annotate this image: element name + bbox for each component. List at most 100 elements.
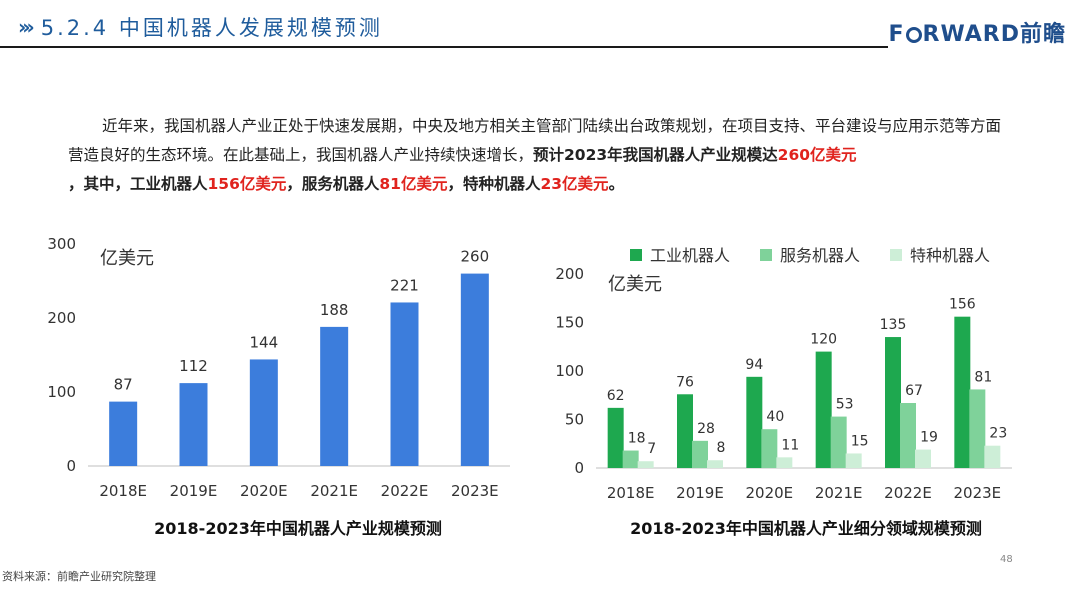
- bar: [915, 449, 931, 468]
- data-label: 144: [250, 333, 279, 351]
- intro-special-label: ，特种机器人: [447, 175, 541, 193]
- intro-industrial-value: 156亿美元: [207, 175, 287, 193]
- bar: [776, 457, 793, 468]
- data-label: 28: [697, 421, 715, 437]
- data-label: 67: [905, 383, 923, 399]
- intro-forecast-label: 预计2023年我国机器人产业规模达: [533, 146, 778, 164]
- section-header: ››› 5.2.4 中国机器人发展规模预测: [18, 12, 383, 42]
- y-tick-label: 0: [574, 459, 584, 477]
- bar: [109, 401, 138, 466]
- x-tick-label: 2020E: [746, 484, 794, 502]
- legend-swatch: [760, 249, 772, 261]
- intro-service-label: ，服务机器人: [286, 175, 380, 193]
- source-note: 资料来源：前瞻产业研究院整理: [2, 570, 156, 583]
- segment-scale-chart: 0 50 100 150 200 亿美元 工业机器人 服务机器人 特种机器人 62 187 2018E…: [555, 246, 1012, 538]
- bar: [969, 389, 986, 468]
- data-label: 260: [461, 248, 490, 266]
- intro-service-value: 81亿美元: [379, 175, 448, 193]
- x-tick-label: 2018E: [99, 482, 147, 500]
- legend-swatch: [890, 249, 902, 261]
- y-tick-label: 200: [47, 309, 76, 327]
- intro-industrial-label: ，其中，工业机器人: [68, 175, 208, 193]
- bar: [746, 376, 763, 468]
- legend-swatch: [630, 249, 642, 261]
- data-label: 120: [810, 332, 837, 348]
- data-label: 7: [647, 441, 656, 457]
- bar: [845, 453, 862, 468]
- bar: [692, 440, 708, 468]
- data-label: 81: [974, 369, 992, 385]
- bar: [761, 429, 778, 468]
- legend-label: 工业机器人: [650, 246, 730, 265]
- bar: [830, 416, 847, 468]
- y-tick-label: 0: [66, 457, 76, 475]
- page-number: 48: [1000, 554, 1013, 565]
- logo-o-icon: [905, 27, 922, 43]
- chart-title: 2018-2023年中国机器人产业规模预测: [154, 519, 442, 538]
- x-tick-label: 2020E: [240, 482, 288, 500]
- bar: [900, 403, 916, 468]
- bar: [954, 316, 971, 468]
- data-label: 8: [717, 440, 726, 456]
- bar: [179, 383, 208, 466]
- intro-paragraph: 近年来，我国机器人产业正处于快速发展期，中央及地方相关主管部门陆续出台政策规划，…: [68, 112, 1008, 199]
- bar: [622, 450, 639, 468]
- legend-label: 服务机器人: [780, 246, 860, 265]
- intro-special-value: 23亿美元: [540, 175, 609, 193]
- data-label: 23: [989, 426, 1007, 442]
- y-tick-label: 200: [555, 265, 584, 283]
- data-label: 53: [836, 397, 854, 413]
- y-tick-label: 50: [565, 411, 584, 429]
- legend-label: 特种机器人: [910, 246, 990, 265]
- x-tick-label: 2018E: [607, 484, 655, 502]
- data-label: 87: [114, 376, 133, 394]
- data-label: 18: [628, 431, 646, 447]
- x-tick-label: 2023E: [954, 484, 1002, 502]
- bar: [815, 351, 832, 468]
- chevrons-icon: ›››: [18, 15, 35, 39]
- data-label: 94: [745, 357, 763, 373]
- bar: [984, 445, 1001, 468]
- bar: [607, 407, 624, 468]
- y-tick-label: 100: [47, 383, 76, 401]
- bar: [707, 460, 723, 468]
- x-tick-label: 2023E: [451, 482, 499, 500]
- chart-title: 2018-2023年中国机器人产业细分领域规模预测: [630, 519, 982, 538]
- unit-label: 亿美元: [100, 248, 154, 269]
- unit-label: 亿美元: [608, 274, 662, 295]
- data-label: 112: [179, 357, 208, 375]
- total-scale-chart: 0 100 200 300 亿美元 87 2018E 112 2019E 144 2020E 188 2…: [47, 235, 510, 538]
- y-tick-label: 100: [555, 362, 584, 380]
- section-title: 5.2.4 中国机器人发展规模预测: [40, 16, 383, 40]
- forward-logo: F RWARD前瞻: [888, 22, 1066, 47]
- bar: [390, 302, 419, 466]
- data-label: 11: [781, 437, 799, 453]
- data-label: 40: [766, 409, 784, 425]
- data-label: 76: [676, 374, 694, 390]
- intro-total-value: 260亿美元: [777, 146, 857, 164]
- x-tick-label: 2019E: [676, 484, 724, 502]
- data-label: 221: [390, 276, 419, 294]
- x-tick-label: 2021E: [815, 484, 863, 502]
- y-tick-label: 300: [47, 235, 76, 253]
- data-label: 15: [851, 433, 869, 449]
- bar: [249, 359, 278, 466]
- data-label: 188: [320, 301, 349, 319]
- bar: [677, 394, 693, 468]
- bar: [460, 273, 489, 466]
- x-tick-label: 2021E: [310, 482, 358, 500]
- x-tick-label: 2019E: [170, 482, 218, 500]
- x-tick-label: 2022E: [884, 484, 932, 502]
- y-tick-label: 150: [555, 314, 584, 332]
- intro-end: 。: [608, 175, 625, 193]
- bar: [320, 326, 349, 466]
- data-label: 62: [607, 388, 625, 404]
- bar: [885, 337, 901, 468]
- data-label: 19: [920, 430, 938, 446]
- title-divider: [0, 46, 888, 48]
- data-label: 135: [880, 317, 907, 333]
- x-tick-label: 2022E: [381, 482, 429, 500]
- intro-text-1: 近年来，我国机器人产业正处于快速发展期，中央及地方相关主管部门陆续出台政策规划，…: [68, 117, 1002, 164]
- data-label: 156: [949, 297, 976, 313]
- bar: [637, 461, 654, 468]
